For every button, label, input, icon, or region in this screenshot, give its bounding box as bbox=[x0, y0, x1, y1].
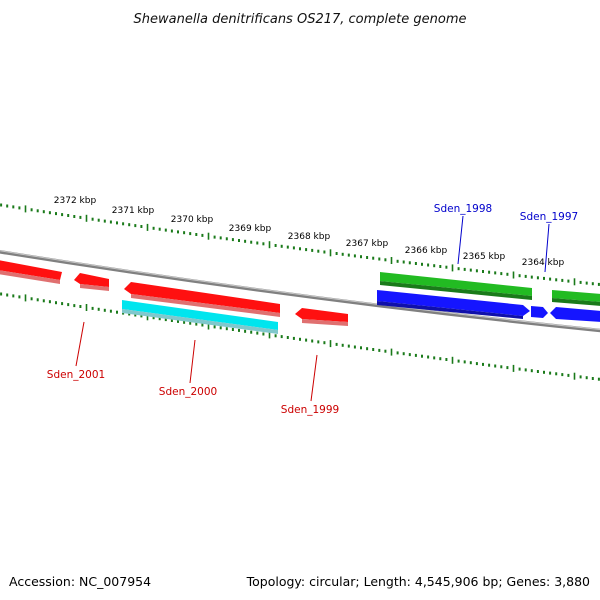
scale-label-2368: 2368 kbp bbox=[288, 232, 331, 242]
leader-line-sden-2001 bbox=[75, 321, 85, 367]
gene-features bbox=[0, 260, 600, 334]
operon-arrow-forward[interactable] bbox=[377, 290, 530, 316]
gene-label-sden-1999[interactable]: Sden_1999 bbox=[281, 404, 339, 416]
gene-arrow-reverse[interactable] bbox=[295, 308, 348, 322]
gene-arrow-reverse bbox=[302, 319, 348, 326]
operon-bar-reverse[interactable] bbox=[122, 300, 278, 330]
genome-backbone-highlight bbox=[0, 250, 600, 330]
gene-arrow-reverse[interactable] bbox=[0, 260, 62, 280]
scale-label-2371: 2371 kbp bbox=[112, 206, 155, 216]
gene-bar-forward[interactable] bbox=[552, 290, 600, 302]
scale-label-2370: 2370 kbp bbox=[171, 215, 214, 225]
gene-arrow-reverse[interactable] bbox=[124, 282, 280, 313]
leader-line-sden-2000 bbox=[189, 339, 196, 384]
accession-text: Accession: NC_007954 bbox=[9, 574, 151, 589]
scale-label-2365: 2365 kbp bbox=[463, 252, 506, 262]
scale-labels: 2372 kbp 2371 kbp 2370 kbp 2369 kbp 2368… bbox=[54, 196, 565, 268]
gene-arrow-reverse bbox=[0, 270, 60, 284]
gene-bar-forward bbox=[552, 298, 600, 306]
scale-label-2364: 2364 kbp bbox=[522, 258, 565, 268]
gene-label-sden-2001[interactable]: Sden_2001 bbox=[47, 369, 105, 381]
operon-bar-reverse bbox=[122, 309, 278, 334]
gene-arrow-reverse[interactable] bbox=[74, 273, 109, 287]
gene-bar-forward bbox=[380, 281, 532, 300]
operon-arrow-forward[interactable] bbox=[550, 307, 600, 322]
scale-label-2369: 2369 kbp bbox=[229, 224, 272, 234]
gene-label-leaders bbox=[75, 215, 550, 402]
gene-arrow-reverse bbox=[80, 284, 109, 291]
scale-label-2366: 2366 kbp bbox=[405, 246, 448, 256]
operon-arrow-forward bbox=[377, 301, 523, 319]
gene-label-sden-2000[interactable]: Sden_2000 bbox=[159, 386, 217, 398]
gene-label-sden-1997[interactable]: Sden_1997 bbox=[520, 211, 578, 223]
gene-bar-forward[interactable] bbox=[380, 272, 532, 296]
gene-labels: Sden_2001 Sden_2000 Sden_1999 Sden_1998 … bbox=[47, 203, 578, 416]
leader-line-sden-1997 bbox=[544, 223, 550, 273]
operon-arrow-forward[interactable] bbox=[531, 306, 548, 318]
genome-backbone bbox=[0, 250, 600, 333]
scale-label-2367: 2367 kbp bbox=[346, 239, 389, 249]
leader-line-sden-1998 bbox=[457, 215, 464, 265]
gene-arrow-reverse bbox=[131, 294, 280, 317]
leader-line-sden-1999 bbox=[310, 354, 318, 402]
topology-text: Topology: circular; Length: 4,545,906 bp… bbox=[246, 574, 590, 589]
scale-label-2372: 2372 kbp bbox=[54, 196, 97, 206]
genome-title: Shewanella denitrificans OS217, complete… bbox=[134, 12, 467, 27]
gene-label-sden-1998[interactable]: Sden_1998 bbox=[434, 203, 492, 215]
